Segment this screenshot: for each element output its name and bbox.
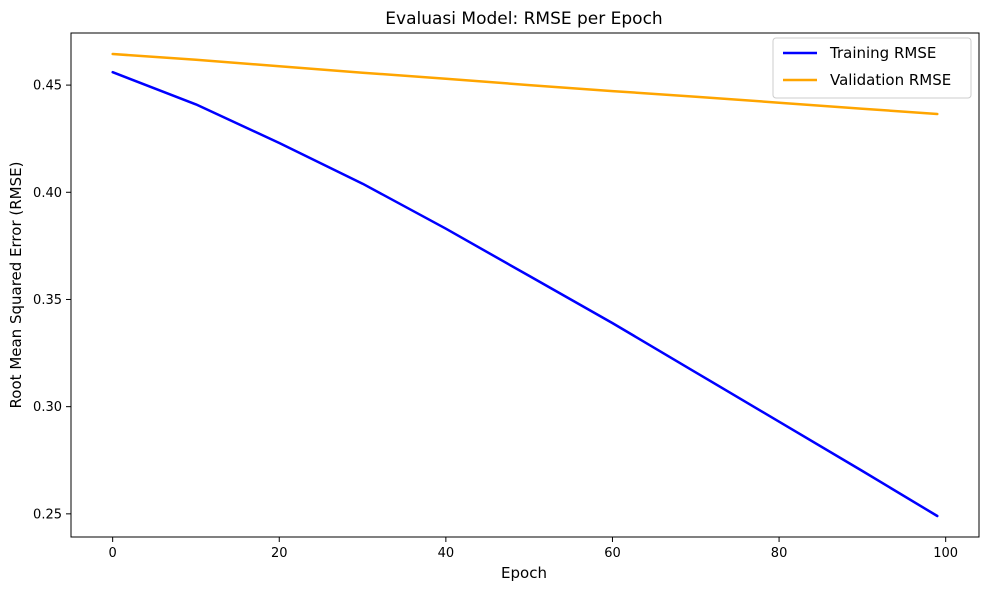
series-lines <box>111 52 939 518</box>
y-tick-label: 0.40 <box>33 186 62 201</box>
plot-frame <box>70 32 980 538</box>
series-line-training-rmse <box>111 70 939 518</box>
axis-ticks: 0 20 40 60 80 100 0.25 0.30 0.35 0.40 0.45 <box>33 79 958 561</box>
x-tick-label: 0 <box>109 546 117 561</box>
x-tick-label: 60 <box>604 546 621 561</box>
x-tick-label: 40 <box>438 546 455 561</box>
y-tick-label: 0.45 <box>33 79 62 94</box>
y-tick-label: 0.25 <box>33 507 62 522</box>
legend-label-training-rmse: Training RMSE <box>829 44 936 62</box>
y-tick-label: 0.35 <box>33 293 62 308</box>
y-tick-label: 0.30 <box>33 400 62 415</box>
x-tick-label: 100 <box>933 546 958 561</box>
x-tick-label: 80 <box>771 546 788 561</box>
y-axis-label: Root Mean Squared Error (RMSE) <box>7 162 25 409</box>
legend-box <box>772 37 972 99</box>
x-tick-label: 20 <box>271 546 288 561</box>
chart-legend: Training RMSE Validation RMSE <box>772 37 972 99</box>
chart-title: Evaluasi Model: RMSE per Epoch <box>385 9 662 29</box>
series-line-validation-rmse <box>111 52 939 116</box>
legend-label-validation-rmse: Validation RMSE <box>830 71 951 89</box>
x-axis-label: Epoch <box>501 564 547 582</box>
